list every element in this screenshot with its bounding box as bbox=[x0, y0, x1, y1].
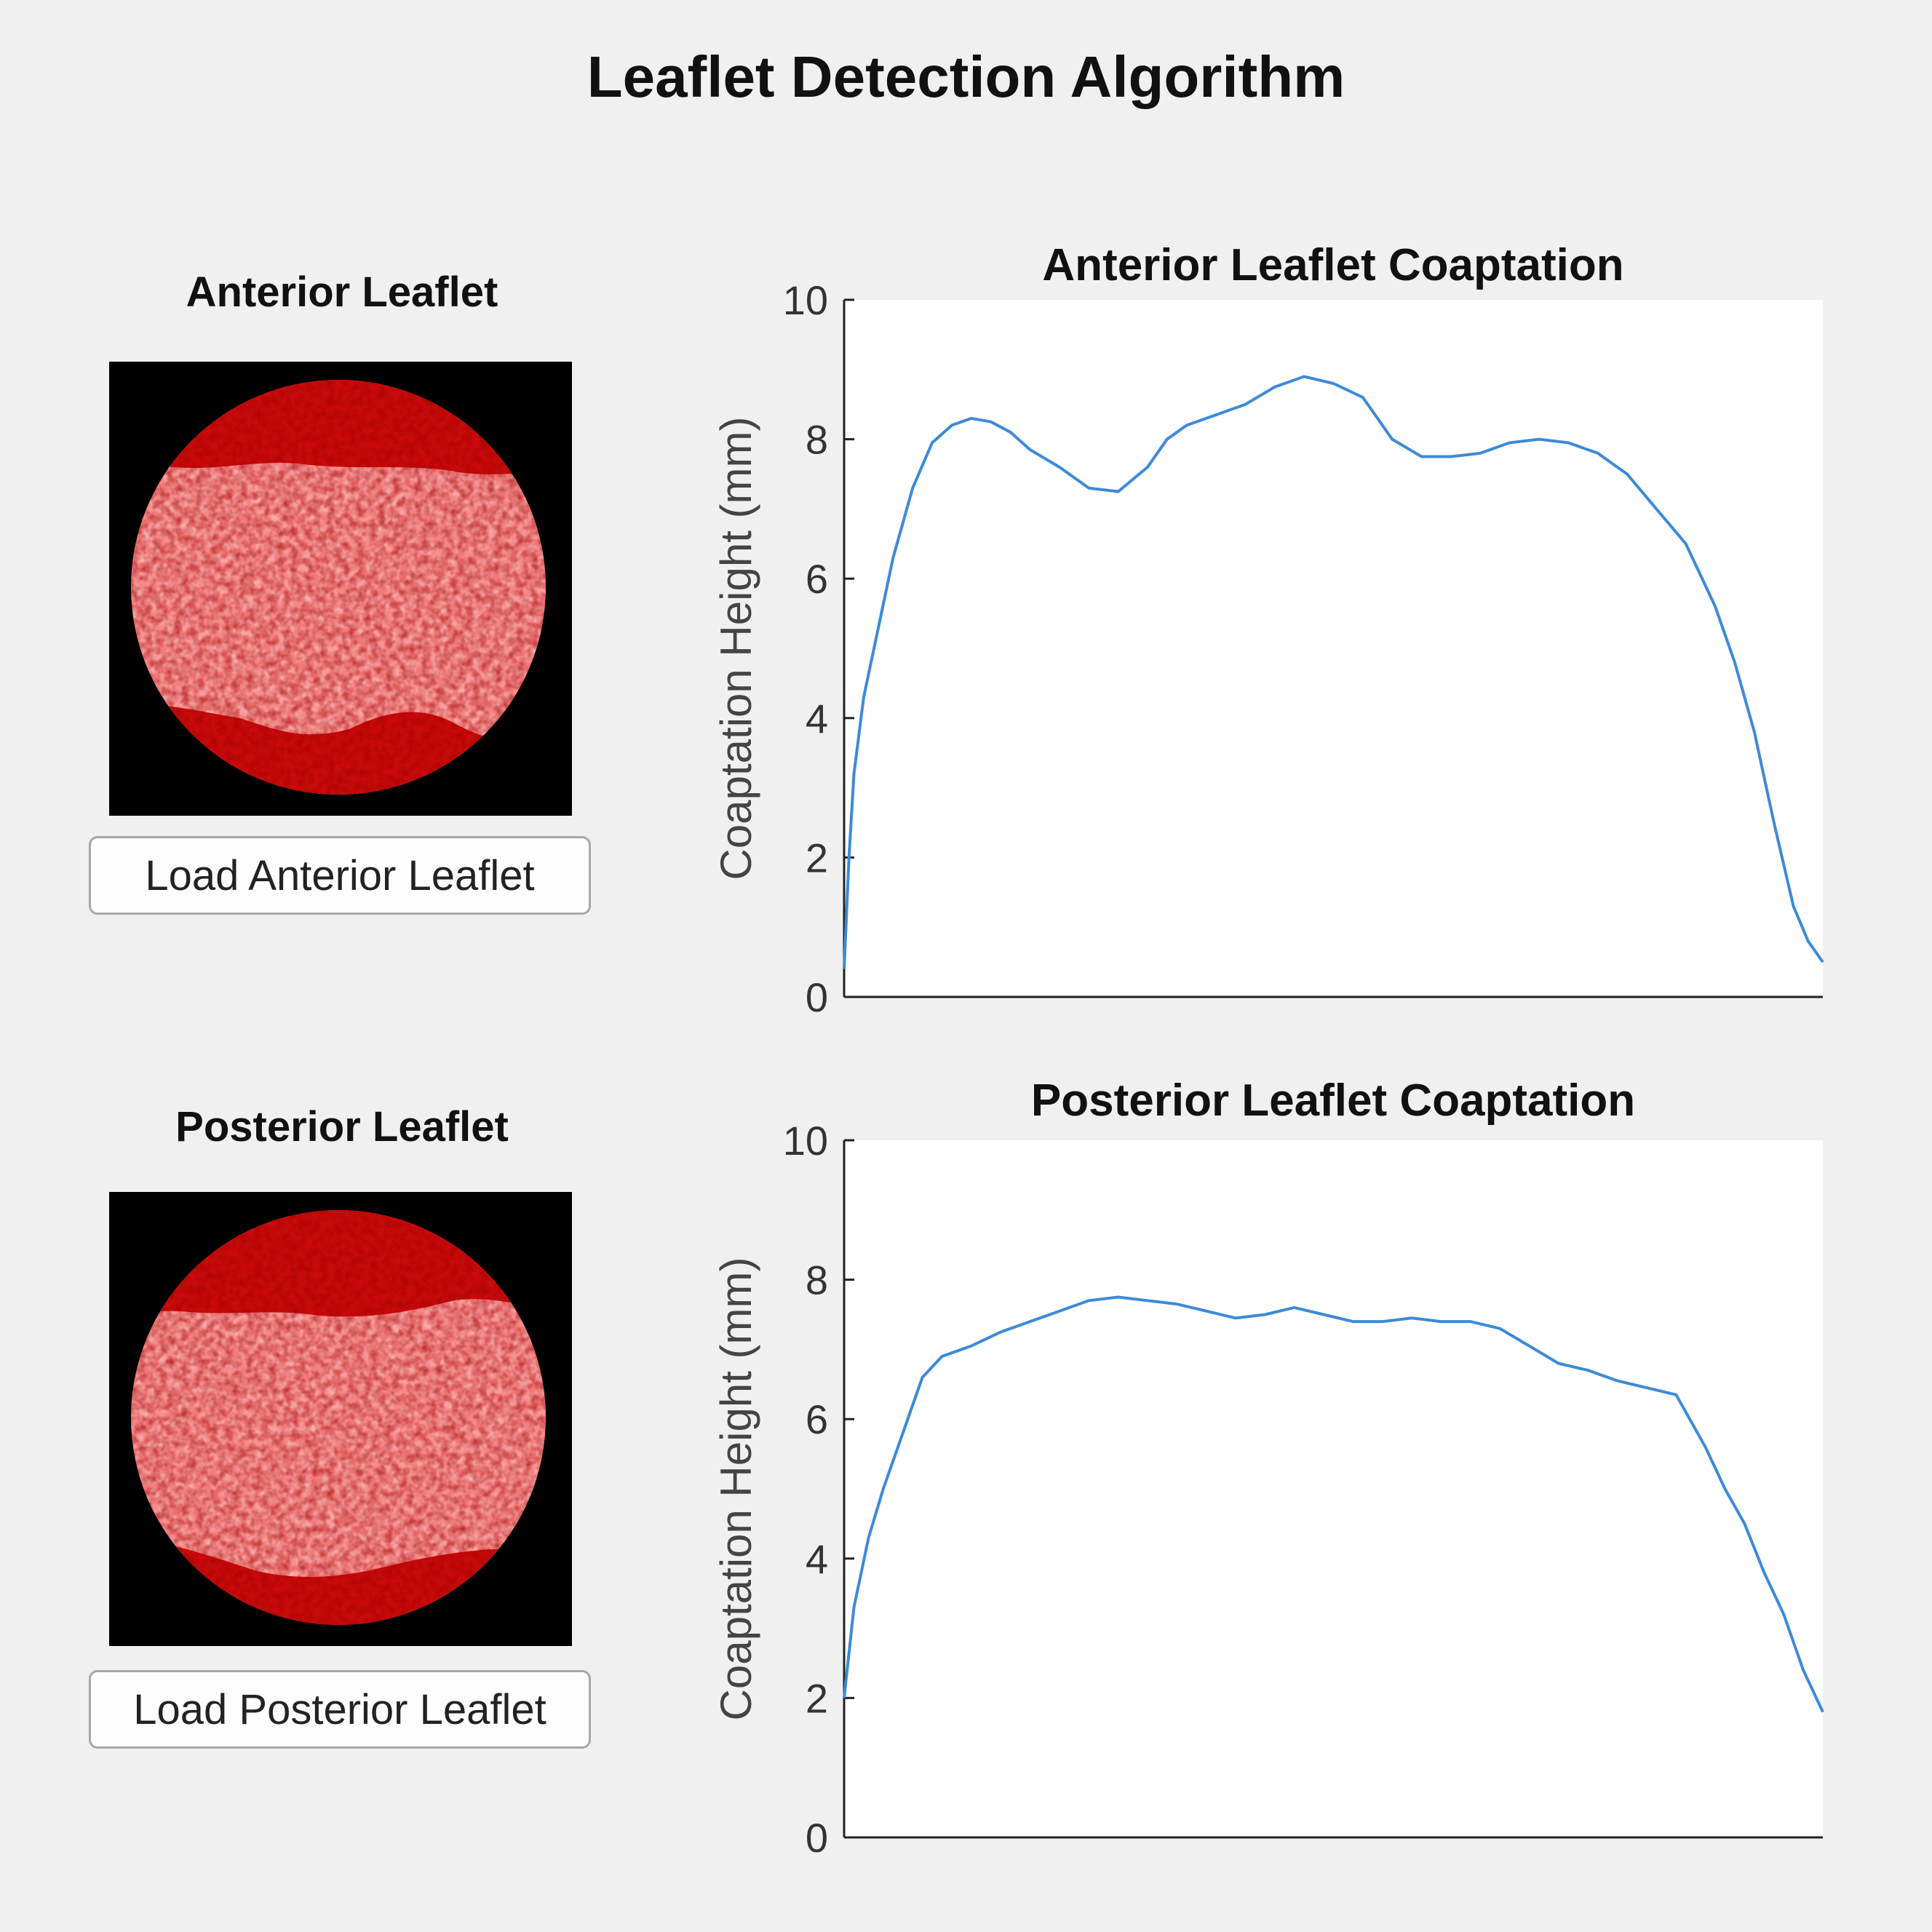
posterior-leaflet-image bbox=[109, 1192, 572, 1646]
plot-area bbox=[844, 1140, 1823, 1837]
series-line bbox=[843, 1295, 1824, 1713]
y-tick-label: 6 bbox=[806, 556, 828, 602]
y-tick-label: 0 bbox=[806, 974, 828, 1020]
chart-title: Posterior Leaflet Coaptation bbox=[1031, 1076, 1635, 1126]
y-axis-label: Coaptation Height (mm) bbox=[712, 417, 760, 880]
y-tick-label: 10 bbox=[783, 277, 828, 323]
app-title: Leaflet Detection Algorithm bbox=[587, 44, 1345, 109]
series-line bbox=[843, 375, 1824, 969]
y-tick-label: 0 bbox=[806, 1815, 828, 1861]
y-tick-label: 4 bbox=[806, 696, 828, 742]
load-anterior-leaflet-button[interactable]: Load Anterior Leaflet bbox=[89, 836, 591, 915]
y-axis-label: Coaptation Height (mm) bbox=[712, 1257, 760, 1721]
anterior-leaflet-image bbox=[109, 362, 572, 816]
y-tick-label: 8 bbox=[806, 1257, 828, 1303]
anterior-leaflet-heading: Anterior Leaflet bbox=[186, 269, 498, 316]
y-tick-label: 2 bbox=[806, 1675, 828, 1721]
y-tick-label: 8 bbox=[806, 417, 828, 463]
plot-area bbox=[844, 300, 1823, 997]
y-tick-label: 10 bbox=[783, 1118, 828, 1164]
y-tick-label: 4 bbox=[806, 1536, 828, 1582]
y-tick-label: 6 bbox=[806, 1396, 828, 1442]
chart-title: Anterior Leaflet Coaptation bbox=[1042, 240, 1623, 290]
y-tick-label: 2 bbox=[806, 835, 828, 880]
posterior-coaptation-chart: Posterior Leaflet Coaptation 0 2 4 6 8 10 Coa… bbox=[712, 1076, 1824, 1861]
load-posterior-leaflet-button[interactable]: Load Posterior Leaflet bbox=[89, 1670, 591, 1749]
posterior-leaflet-heading: Posterior Leaflet bbox=[175, 1103, 509, 1150]
anterior-coaptation-chart: Anterior Leaflet Coaptation 0 2 4 6 8 10 Coap… bbox=[712, 240, 1824, 1020]
